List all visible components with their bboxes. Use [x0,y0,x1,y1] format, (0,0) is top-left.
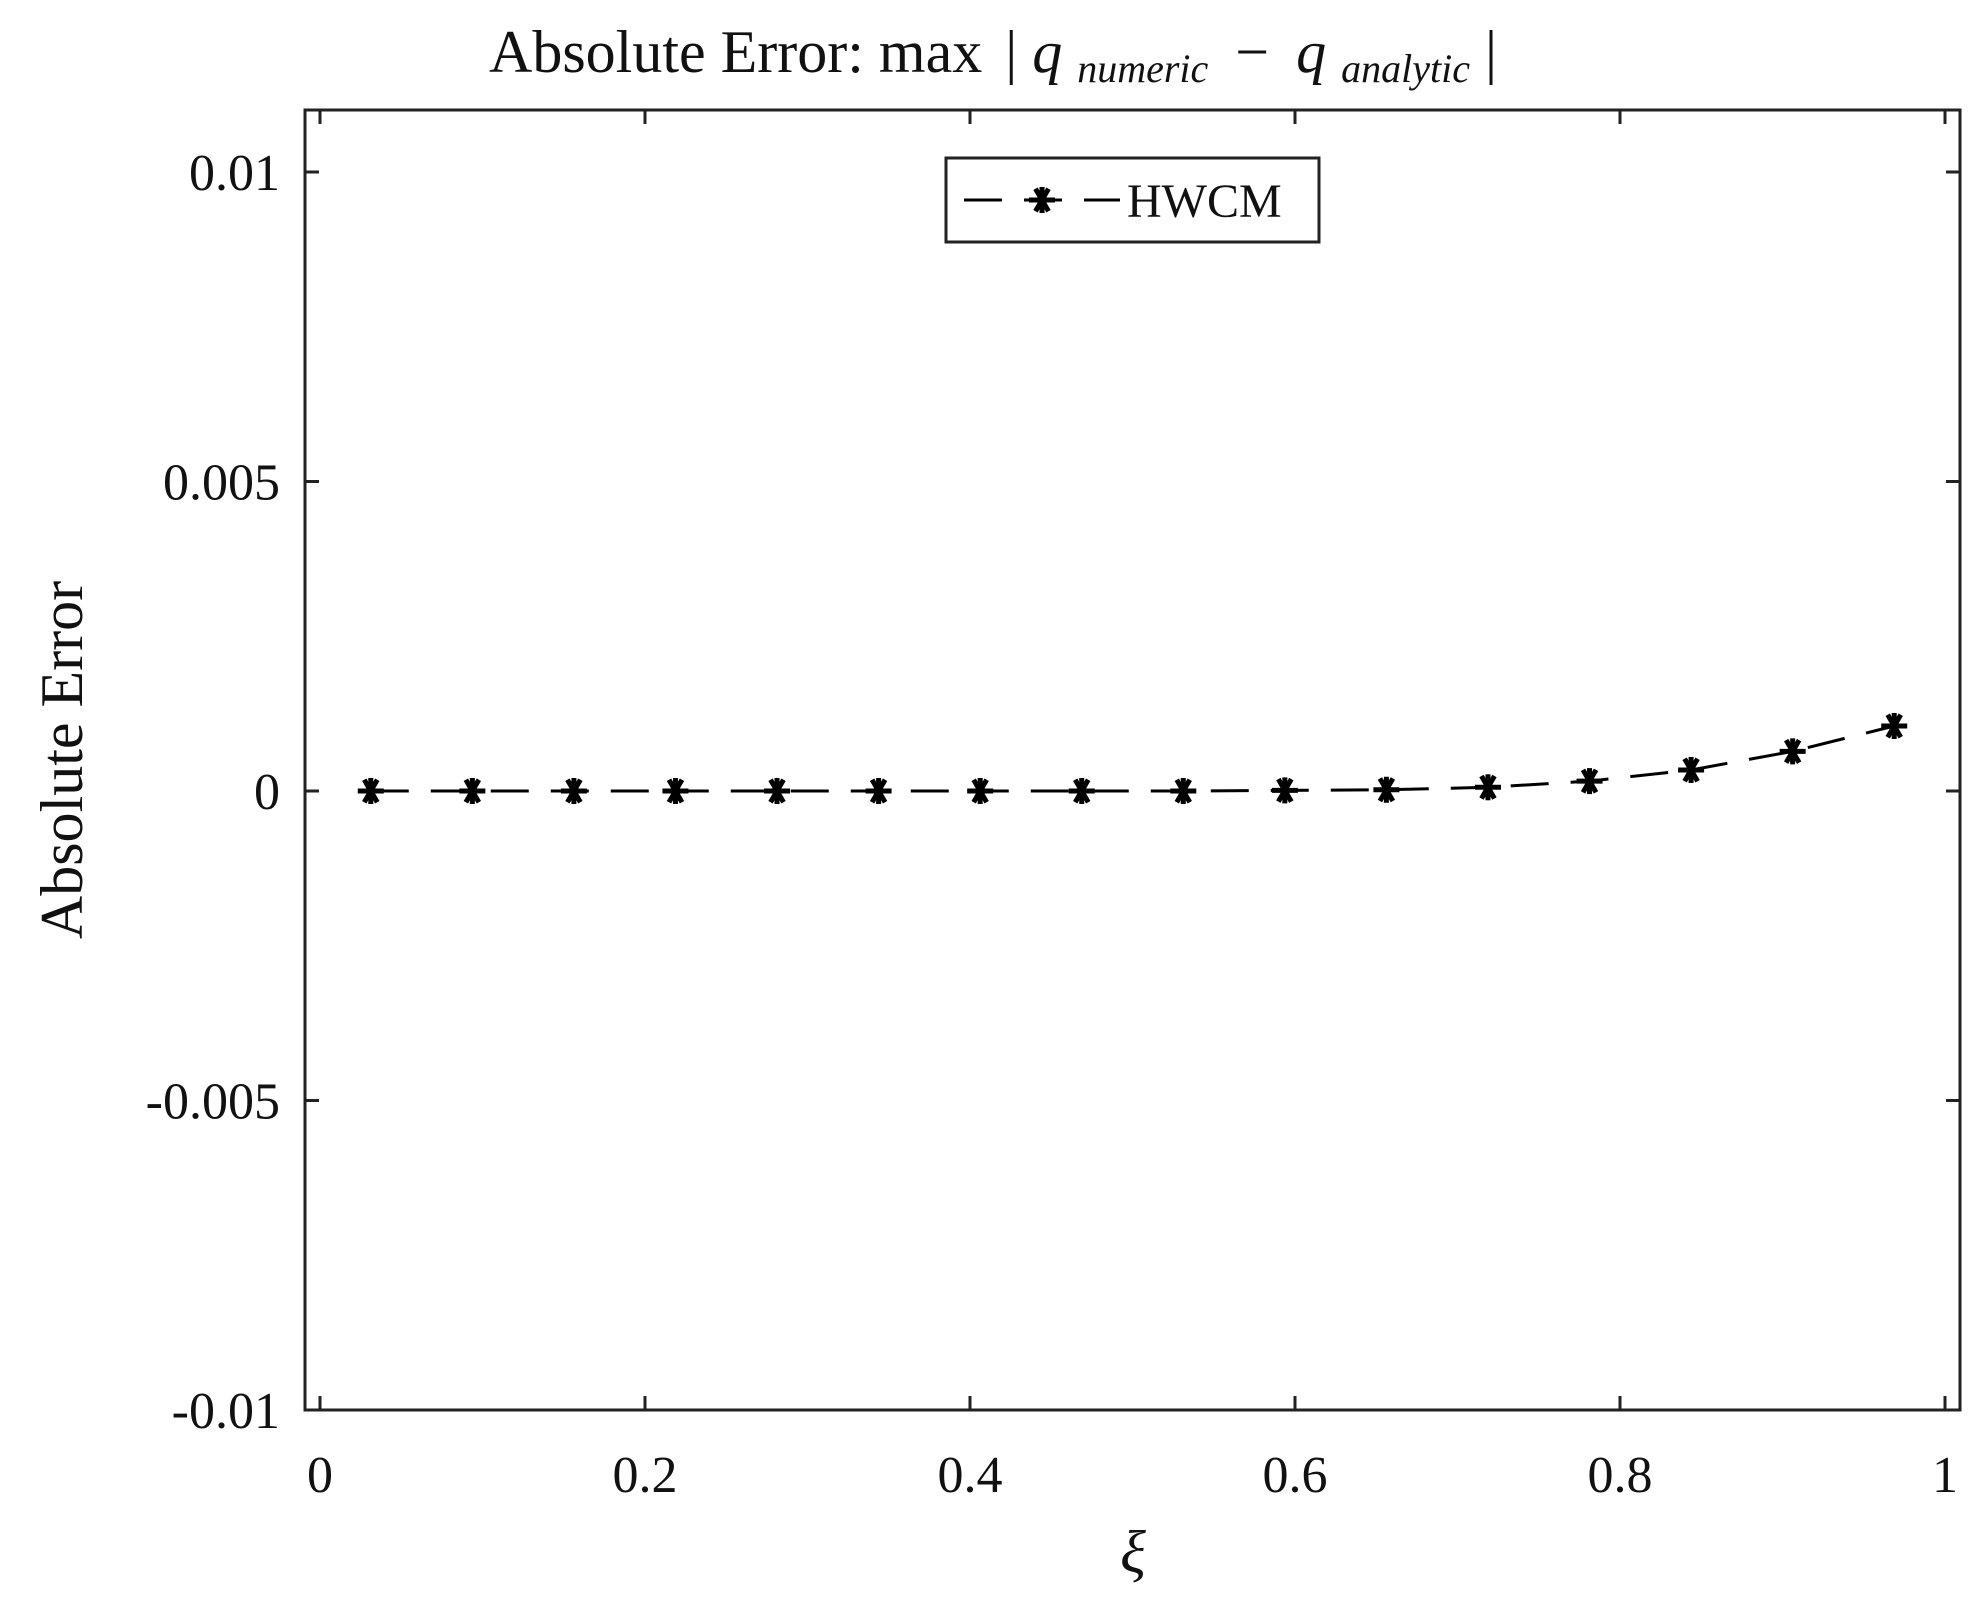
series-layer [357,713,1908,804]
data-point-marker [459,778,486,804]
data-point-marker [1170,778,1197,804]
data-point-marker [1373,776,1400,803]
data-point-marker [764,778,791,804]
data-point-marker [865,778,892,804]
x-tick-label: 0.2 [613,1447,678,1504]
legend-asterisk-marker [1029,187,1055,213]
x-tick-label: 0.4 [938,1447,1003,1504]
legend-box [944,156,1321,244]
y-tick-label: 0.005 [163,455,280,512]
plot-area-frame [303,108,1962,1412]
title-math-sub1: numeric [1077,46,1208,91]
title-math-op: − [1235,19,1269,85]
title-math-bar-left: | [1005,19,1017,85]
data-point-marker [662,778,689,804]
x-tick-label: 0 [307,1447,333,1504]
chart-title: Absolute Error: max | q numeric − q anal… [489,19,1497,95]
x-tick-label: 1 [1932,1447,1958,1504]
data-point-marker [1779,738,1806,765]
x-tick-label: 0.8 [1588,1447,1653,1504]
title-math-sub2: analytic [1341,46,1470,91]
y-tick-label: -0.01 [172,1383,280,1440]
data-point-marker [560,778,587,804]
legend[interactable]: HWCM [944,156,1321,244]
y-axis-ticks: -0.01 -0.005 0 0.005 0.01 [146,145,1960,1440]
data-point-marker [1678,756,1705,783]
data-point-marker [967,778,994,804]
chart-title-text: Absolute Error: max [489,19,982,85]
data-point-marker [1881,713,1908,740]
x-axis-label: ξ [1120,1519,1146,1585]
series-line-hwcm [370,724,1895,793]
legend-asterisk [1029,187,1055,213]
data-point-marker [357,778,384,804]
title-math-bar-right: | [1485,19,1497,85]
data-point-marker [1576,768,1603,795]
y-tick-label: 0.01 [189,145,280,202]
data-point-marker [1271,777,1298,804]
title-math-var2: q [1296,19,1326,85]
x-tick-label: 0.6 [1263,1447,1328,1504]
data-point-marker [1068,778,1095,804]
data-point-marker [1474,774,1501,801]
title-math-var1: q [1032,19,1062,85]
legend-label-hwcm: HWCM [1127,175,1282,228]
x-axis-ticks: 0 0.2 0.4 0.6 0.8 1 [307,110,1958,1504]
y-tick-label: -0.005 [146,1074,280,1131]
y-axis-label: Absolute Error [29,581,95,939]
y-tick-label: 0 [254,764,280,821]
